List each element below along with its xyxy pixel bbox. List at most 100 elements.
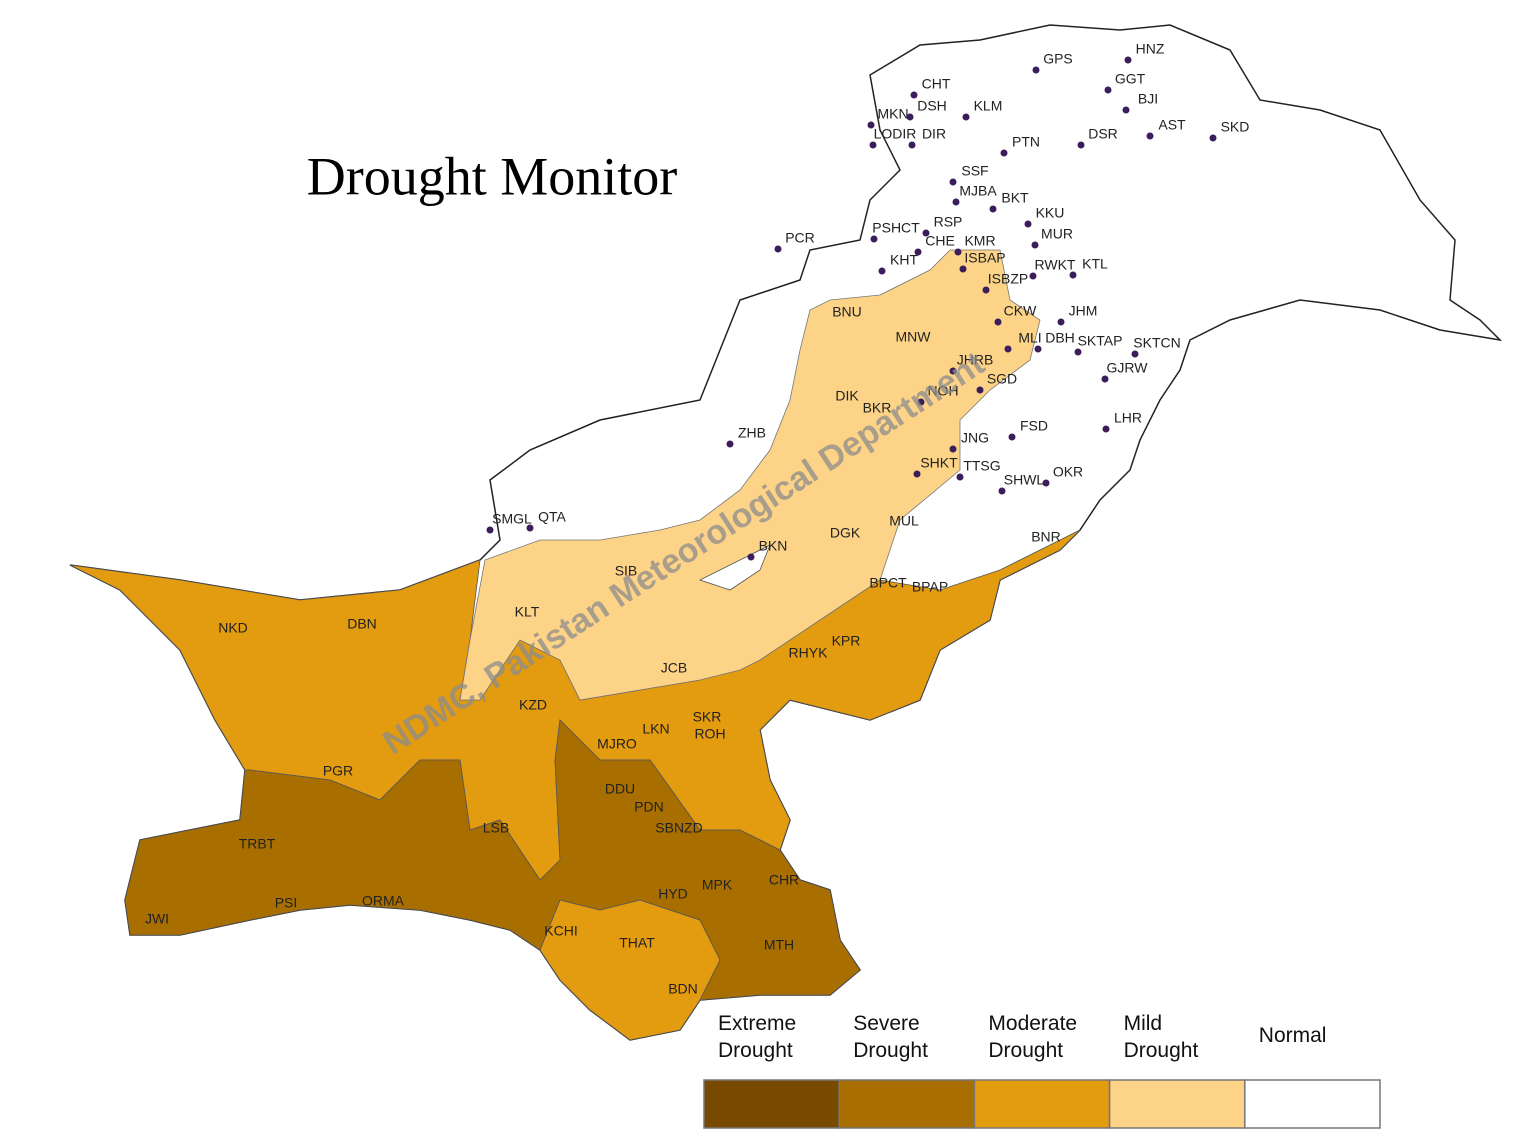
station-label: QTA (538, 509, 566, 525)
station-dot (1000, 149, 1008, 157)
station-label: BKN (759, 538, 788, 554)
station-label: MUR (1041, 226, 1073, 242)
station-dot (1029, 272, 1037, 280)
map-title: Drought Monitor (307, 146, 678, 206)
station-dot (922, 229, 930, 237)
legend-swatch (1108, 1079, 1246, 1129)
station-dot (954, 248, 962, 256)
station-label: JHRB (957, 352, 994, 368)
station-label: BKR (863, 400, 892, 416)
station-label: TTSG (963, 458, 1000, 474)
station-dot (998, 487, 1006, 495)
station-label: MJRO (597, 736, 637, 752)
station-label: BPCT (869, 575, 907, 591)
legend-label: Mild Drought (1123, 1012, 1199, 1062)
station-label: MJBA (959, 183, 997, 199)
station-label: KPR (832, 633, 861, 649)
station-label: DSH (917, 98, 947, 114)
station-label: CHR (769, 872, 799, 888)
station-label: KTL (1082, 256, 1108, 272)
legend-swatch (973, 1079, 1111, 1129)
station-label: TRBT (239, 836, 276, 852)
station-label: DBH (1045, 330, 1075, 346)
station-label: PDN (634, 799, 664, 815)
station-dot (1024, 220, 1032, 228)
station-label: KLM (974, 98, 1003, 114)
station-label: LKN (642, 721, 669, 737)
station-label: BPAP (912, 579, 948, 595)
station-label: MNW (896, 329, 932, 345)
station-label: PSHCT (872, 220, 920, 236)
station-label: KKU (1036, 205, 1065, 221)
station-label: GGT (1115, 71, 1146, 87)
station-label: LODIR (874, 126, 917, 142)
station-dot (917, 398, 925, 406)
station-label: DIR (922, 126, 946, 142)
station-label: HNZ (1136, 41, 1165, 57)
station-label: ORMA (362, 893, 405, 909)
station-label: SKTAP (1078, 333, 1123, 349)
station-label: SHKT (920, 455, 958, 471)
station-dot (962, 113, 970, 121)
station-dot (1069, 271, 1077, 279)
station-label: PTN (1012, 134, 1040, 150)
station-dot (949, 367, 957, 375)
station-label: MPK (702, 877, 733, 893)
station-label: GPS (1043, 51, 1073, 67)
station-dot (1057, 318, 1065, 326)
station-dot (1124, 56, 1132, 64)
station-label: ISBZP (988, 271, 1028, 287)
station-label: ROH (694, 726, 725, 742)
legend-label: Moderate Drought (988, 1012, 1078, 1062)
legend-label: Normal (1258, 1024, 1327, 1047)
station-label: DBN (347, 616, 377, 632)
station-label: PGR (323, 763, 353, 779)
station-label: SKR (693, 709, 722, 725)
station-label: NKD (218, 620, 248, 636)
station-label: PCR (785, 230, 815, 246)
station-dot (952, 198, 960, 206)
station-label: JHM (1069, 303, 1098, 319)
station-label: ISBAP (964, 250, 1005, 266)
station-label: KMR (964, 233, 995, 249)
station-dot (1042, 479, 1050, 487)
station-label: MLI (1018, 330, 1041, 346)
station-dot (994, 318, 1002, 326)
station-dot (956, 473, 964, 481)
station-label: BKT (1001, 190, 1029, 206)
station-label: SIB (615, 563, 638, 579)
station-label: SKD (1221, 119, 1250, 135)
station-label: KCHI (544, 923, 577, 939)
station-dot (913, 470, 921, 478)
station-dot (1074, 348, 1082, 356)
station-label: SMGL (492, 511, 532, 527)
station-dot (1032, 66, 1040, 74)
station-label: BNU (832, 304, 862, 320)
station-label: MTH (764, 937, 794, 953)
legend-swatch (838, 1079, 976, 1129)
station-label: ZHB (738, 425, 766, 441)
station-dot (1102, 425, 1110, 433)
station-dot (982, 286, 990, 294)
station-dot (869, 141, 877, 149)
station-dot (747, 553, 755, 561)
moderate-region (539, 899, 721, 1041)
station-label: DDU (605, 781, 635, 797)
station-dot (1146, 132, 1154, 140)
station-label: KZD (519, 697, 547, 713)
station-label: KHT (890, 252, 918, 268)
station-label: AST (1158, 117, 1186, 133)
station-label: KLT (515, 604, 540, 620)
station-label: HYD (658, 886, 688, 902)
station-label: BJI (1138, 91, 1158, 107)
station-dot (867, 121, 875, 129)
station-label: SHWL (1004, 472, 1045, 488)
station-dot (878, 267, 886, 275)
station-dot (949, 445, 957, 453)
station-dot (1104, 86, 1112, 94)
station-dot (870, 235, 878, 243)
station-dot (914, 248, 922, 256)
station-dot (1101, 375, 1109, 383)
